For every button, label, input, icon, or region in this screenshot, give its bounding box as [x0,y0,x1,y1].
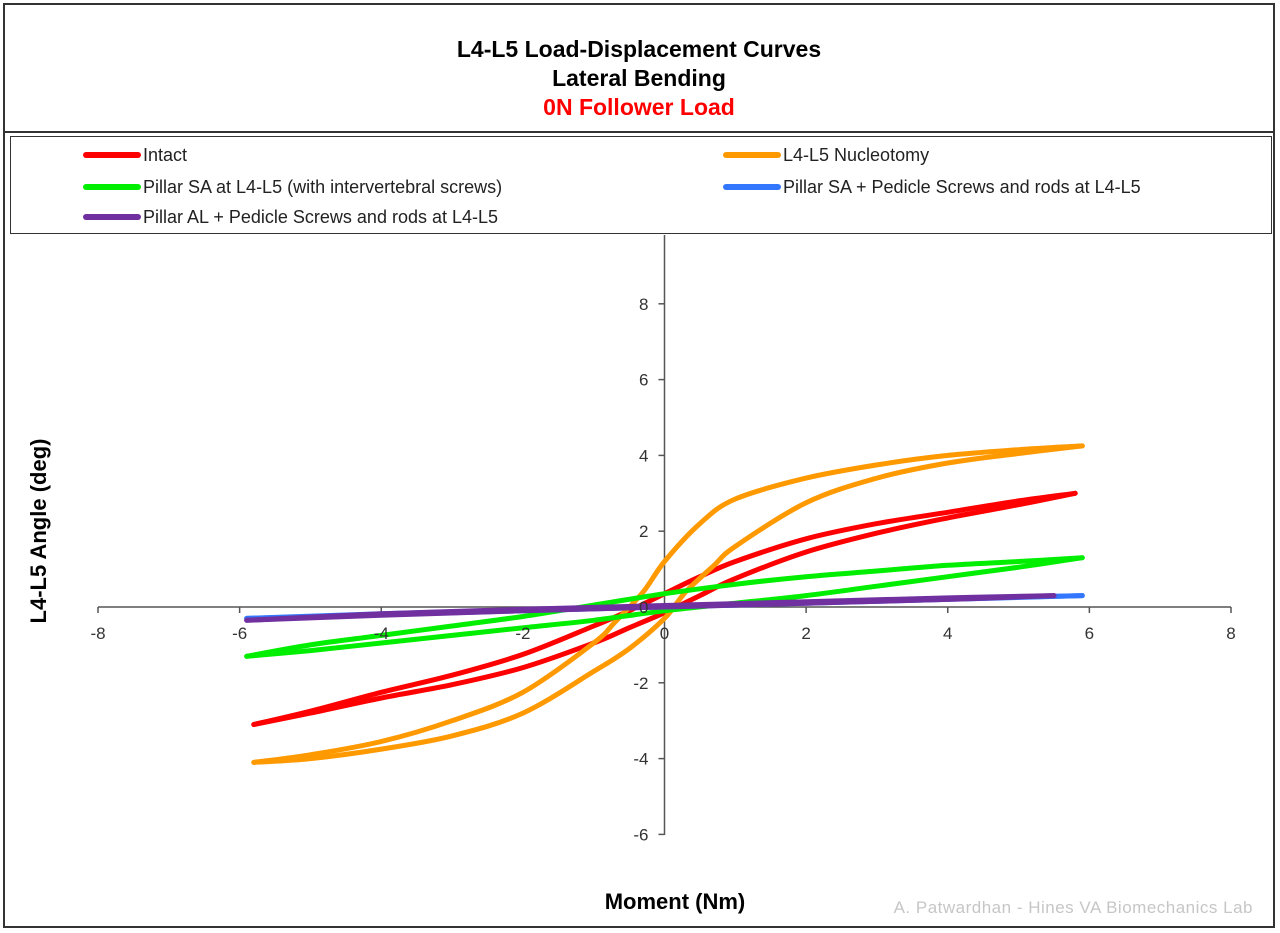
series-line-unloading [244,593,1057,623]
chart-frame: L4-L5 Load-Displacement Curves Lateral B… [3,3,1275,928]
series-2 [244,555,1085,659]
chart-title: L4-L5 Load-Displacement Curves [456,36,822,62]
legend-label: Pillar SA at L4-L5 (with intervertebral … [143,176,503,197]
x-tick-label: 6 [1085,624,1094,643]
y-tick-label: 8 [639,295,648,314]
y-tick-label: 2 [639,522,648,541]
chart-load-condition: 0N Follower Load [543,94,735,120]
x-tick-label: -8 [90,624,105,643]
y-tick-label: 0 [639,598,648,617]
legend-label: Pillar AL + Pedicle Screws and rods at L… [143,206,499,227]
x-tick-label: 2 [801,624,810,643]
x-tick-label: 8 [1226,624,1235,643]
x-tick-label: 4 [943,624,952,643]
y-tick-label: 6 [639,371,648,390]
y-tick-label: -4 [633,750,648,769]
series-line-loading [244,555,1085,659]
series-4 [244,593,1057,623]
legend-item-intact: Intact [83,140,187,170]
legend-item-pillar-sa: Pillar SA at L4-L5 (with intervertebral … [83,172,502,202]
watermark: A. Patwardhan - Hines VA Biomechanics La… [893,898,1253,917]
legend-swatch [723,184,781,190]
legend-label: Intact [143,144,188,165]
x-axis-title: Moment (Nm) [605,889,746,914]
labels-layer: -8 -6 -4 -2 0 2 4 6 8 -6 -4 -2 0 2 4 6 8 Moment (Nm) L4-L5… [26,295,1236,914]
y-tick-label: -6 [633,825,648,844]
series-line-unloading [244,555,1085,659]
y-tick-label: 4 [639,446,648,465]
legend-swatch [83,214,141,220]
y-axis-title: L4-L5 Angle (deg) [26,439,51,624]
series-line-unloading [251,443,1085,765]
x-tick-label: -6 [232,624,247,643]
x-tick-label: -2 [515,624,530,643]
legend-label: Pillar SA + Pedicle Screws and rods at L… [783,176,1141,197]
series-layer [244,443,1085,765]
x-tick-label: -4 [374,624,389,643]
legend-swatch [83,184,141,190]
y-tick-label: -2 [633,674,648,693]
legend-item-nucleotomy: L4-L5 Nucleotomy [723,140,929,170]
chart-subtitle: Lateral Bending [552,65,726,91]
legend-label: L4-L5 Nucleotomy [783,144,930,165]
axes [97,235,1232,836]
plot-area: -8 -6 -4 -2 0 2 4 6 8 -6 -4 -2 0 2 4 6 8 Moment (Nm) L4-L5… [26,235,1236,914]
title-block: L4-L5 Load-Displacement Curves Lateral B… [5,5,1273,133]
legend-item-pillar-al-pedicle: Pillar AL + Pedicle Screws and rods at L… [83,202,498,232]
legend: Intact L4-L5 Nucleotomy Pillar SA at L4-… [10,136,1272,234]
legend-item-pillar-sa-pedicle: Pillar SA + Pedicle Screws and rods at L… [723,172,1141,202]
legend-swatch [83,152,141,158]
x-tick-label: 0 [660,624,669,643]
legend-swatch [723,152,781,158]
